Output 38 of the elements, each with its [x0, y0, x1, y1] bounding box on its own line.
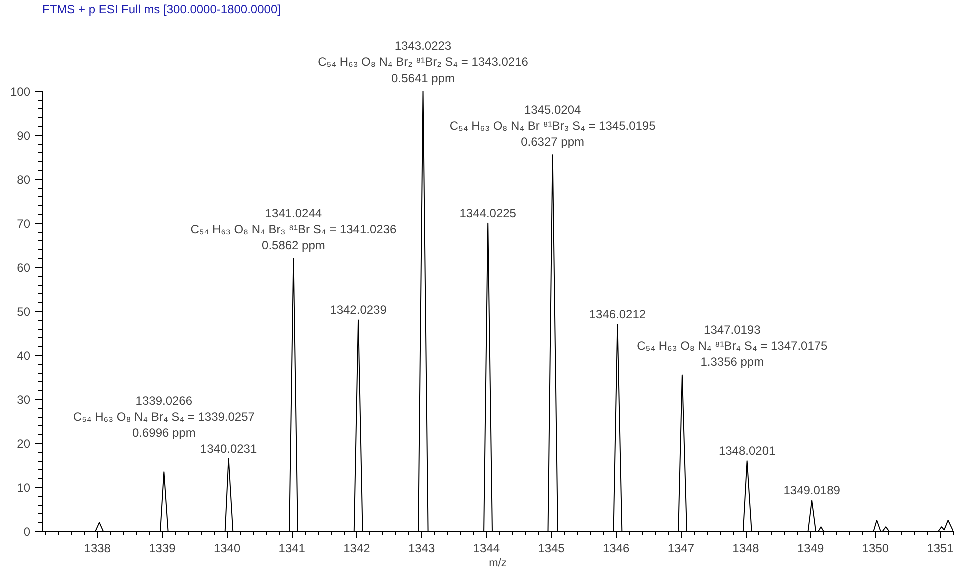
y-tick-label: 60	[17, 260, 31, 275]
x-tick-label: 1342	[344, 542, 371, 556]
y-tick-label: 20	[17, 436, 31, 451]
x-tick-label: 1338	[84, 542, 112, 556]
x-tick-label: 1346	[602, 542, 630, 556]
y-tick-label: 40	[17, 348, 31, 363]
x-tick-label: 1349	[798, 542, 825, 556]
annotation: 1343.0223 C₅₄ H₆₃ O₈ N₄ Br₂ ⁸¹Br₂ S₄ = 1343.0216 0.5641 ppm	[318, 39, 529, 86]
x-tick-label: 1341	[278, 542, 306, 556]
annotation: 1348.0201	[718, 444, 776, 458]
x-tick-label: 1350	[862, 542, 890, 556]
annotation: 1349.0189	[784, 484, 841, 498]
x-tick-label: 1340	[214, 542, 241, 556]
y-tick-label: 10	[17, 480, 31, 495]
x-tick-label: 1347	[668, 542, 695, 556]
annotation: 1340.0231	[200, 442, 258, 456]
annotation: 1346.0212	[589, 308, 646, 322]
y-tick-label: 90	[17, 128, 31, 143]
x-tick-label: 1344	[473, 542, 500, 556]
annotation: 1341.0244 C₅₄ H₆₃ O₈ N₄ Br₃ ⁸¹Br S₄ = 1341.0236 0.5862 ppm	[190, 206, 397, 253]
y-tick-label: 30	[17, 392, 31, 407]
annotation: 1339.0266 C₅₄ H₆₃ O₈ N₄ Br₄ S₄ = 1339.0257 0.6996 ppm	[73, 394, 256, 440]
y-tick-label: 80	[17, 172, 31, 187]
y-tick-label: 100	[10, 84, 31, 99]
x-tick-label: 1348	[732, 542, 760, 556]
y-tick-label: 0	[24, 525, 31, 539]
x-axis-title: m/z	[489, 558, 507, 570]
annotation: 1342.0239	[330, 303, 388, 318]
annotation: 1347.0193 C₅₄ H₆₃ O₈ N₄ ⁸¹Br₄ S₄ = 1347.0175 1.3356 ppm	[637, 323, 828, 370]
chart-title: FTMS + p ESI Full ms [300.0000-1800.0000]	[42, 2, 281, 16]
x-tick-label: 1345	[538, 542, 566, 556]
x-tick-label: 1343	[408, 542, 436, 556]
x-tick-label: 1339	[149, 542, 176, 556]
x-tick-label: 1351	[927, 542, 954, 556]
annotation: 1345.0204 C₅₄ H₆₃ O₈ N₄ Br ⁸¹Br₃ S₄ = 1345.0195 0.6327 ppm	[450, 102, 656, 150]
annotation: 1344.0225	[460, 206, 517, 220]
y-tick-label: 50	[17, 304, 31, 319]
y-tick-label: 70	[17, 216, 31, 231]
